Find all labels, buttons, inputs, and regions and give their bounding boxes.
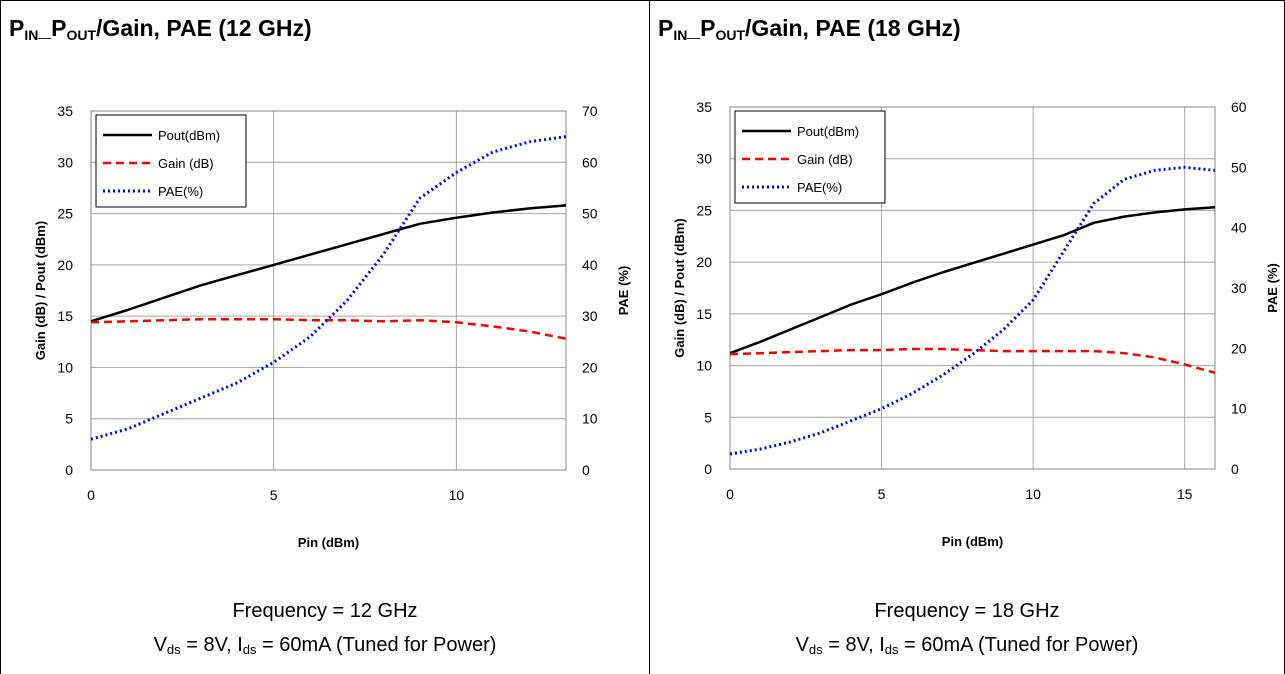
series-line-pout	[729, 206, 1216, 355]
bias-caption: Vds = 8V, Ids = 60mA (Tuned for Power)	[153, 634, 497, 657]
x-tick-label: 10	[1025, 486, 1041, 502]
legend-label-pout: Pout(dBm)	[158, 128, 220, 143]
y-tick-label: 20	[696, 254, 712, 270]
y2-tick-label: 20	[1231, 340, 1247, 356]
chart-title: PIN_POUT/Gain, PAE (12 GHz)	[9, 15, 312, 43]
y2-tick-label: 50	[582, 206, 598, 222]
y-axis-label: Gain (dB) / Pout (dBm)	[672, 218, 687, 357]
chart-title: PIN_POUT/Gain, PAE (18 GHz)	[658, 15, 961, 43]
y-axis-label: Gain (dB) / Pout (dBm)	[33, 221, 48, 360]
x-tick-label: 0	[726, 486, 734, 502]
legend-label-gain: Gain (dB)	[797, 152, 853, 167]
y2-tick-label: 20	[582, 359, 598, 375]
y2-tick-label: 50	[1231, 159, 1247, 175]
y2-axis-label: PAE (%)	[616, 266, 631, 316]
y2-tick-label: 30	[1231, 280, 1247, 296]
plot-area	[729, 106, 1216, 470]
y-tick-label: 0	[65, 462, 73, 478]
y2-tick-label: 60	[582, 154, 598, 170]
chart-18ghz: 0 5 10 15 20 25 30 35 0 10 20 30 40 50 60 0 5 10 15 Pin (dB…	[672, 99, 1280, 549]
y-tick-label: 30	[57, 154, 73, 170]
y2-tick-label: 40	[1231, 220, 1247, 236]
y2-tick-label: 10	[1231, 401, 1247, 417]
series-line-gain	[729, 347, 1216, 375]
y2-tick-label: 40	[582, 257, 598, 273]
x-axis-label: Pin (dBm)	[942, 534, 1003, 549]
x-axis-label: Pin (dBm)	[298, 535, 359, 550]
legend-box	[734, 110, 886, 204]
legend-label-gain: Gain (dB)	[158, 156, 214, 171]
x-tick-label: 5	[270, 487, 278, 503]
series-line-pout	[90, 204, 567, 323]
y-tick-label: 5	[65, 411, 73, 427]
legend-label-pout: Pout(dBm)	[797, 124, 859, 139]
x-tick-label: 15	[1177, 486, 1193, 502]
y-tick-label: 0	[704, 461, 712, 477]
y2-tick-label: 10	[582, 411, 598, 427]
y-tick-label: 15	[57, 308, 73, 324]
x-tick-label: 10	[449, 487, 465, 503]
y-tick-label: 15	[696, 306, 712, 322]
y-tick-label: 10	[57, 359, 73, 375]
plot-area	[90, 110, 567, 471]
y2-tick-label: 70	[582, 103, 598, 119]
chart-12ghz: 0 5 10 15 20 25 30 35 0 10 20 30 40 50 60 70 0 5 10 Pin (dB…	[33, 103, 631, 550]
y2-tick-label: 60	[1231, 99, 1247, 115]
y2-tick-label: 30	[582, 308, 598, 324]
legend-label-pae: PAE(%)	[797, 180, 842, 195]
y2-tick-label: 0	[1231, 461, 1239, 477]
y-tick-label: 30	[696, 151, 712, 167]
y-tick-label: 5	[704, 409, 712, 425]
legend-label-pae: PAE(%)	[158, 184, 203, 199]
y-tick-label: 25	[696, 202, 712, 218]
bias-caption: Vds = 8V, Ids = 60mA (Tuned for Power)	[795, 634, 1139, 657]
y-tick-label: 20	[57, 257, 73, 273]
chart-panel-18ghz: PIN_POUT/Gain, PAE (18 GHz) 0 5 10 15 20 25 30…	[650, 0, 1285, 674]
frequency-caption: Frequency = 18 GHz	[874, 600, 1060, 622]
x-tick-label: 0	[87, 487, 95, 503]
y2-tick-label: 0	[582, 462, 590, 478]
y-tick-label: 35	[696, 99, 712, 115]
y-tick-label: 35	[57, 103, 73, 119]
y-tick-label: 25	[57, 206, 73, 222]
frequency-caption: Frequency = 12 GHz	[232, 600, 418, 622]
chart-panel-12ghz: PIN_POUT/Gain, PAE (12 GHz) 0 5 10 15 20 25 30…	[0, 0, 650, 674]
series-line-pae	[90, 135, 567, 441]
x-tick-label: 5	[878, 486, 886, 502]
legend-box	[95, 114, 247, 208]
y-tick-label: 10	[696, 358, 712, 374]
y2-axis-label: PAE (%)	[1265, 263, 1280, 313]
series-line-gain	[90, 317, 567, 340]
